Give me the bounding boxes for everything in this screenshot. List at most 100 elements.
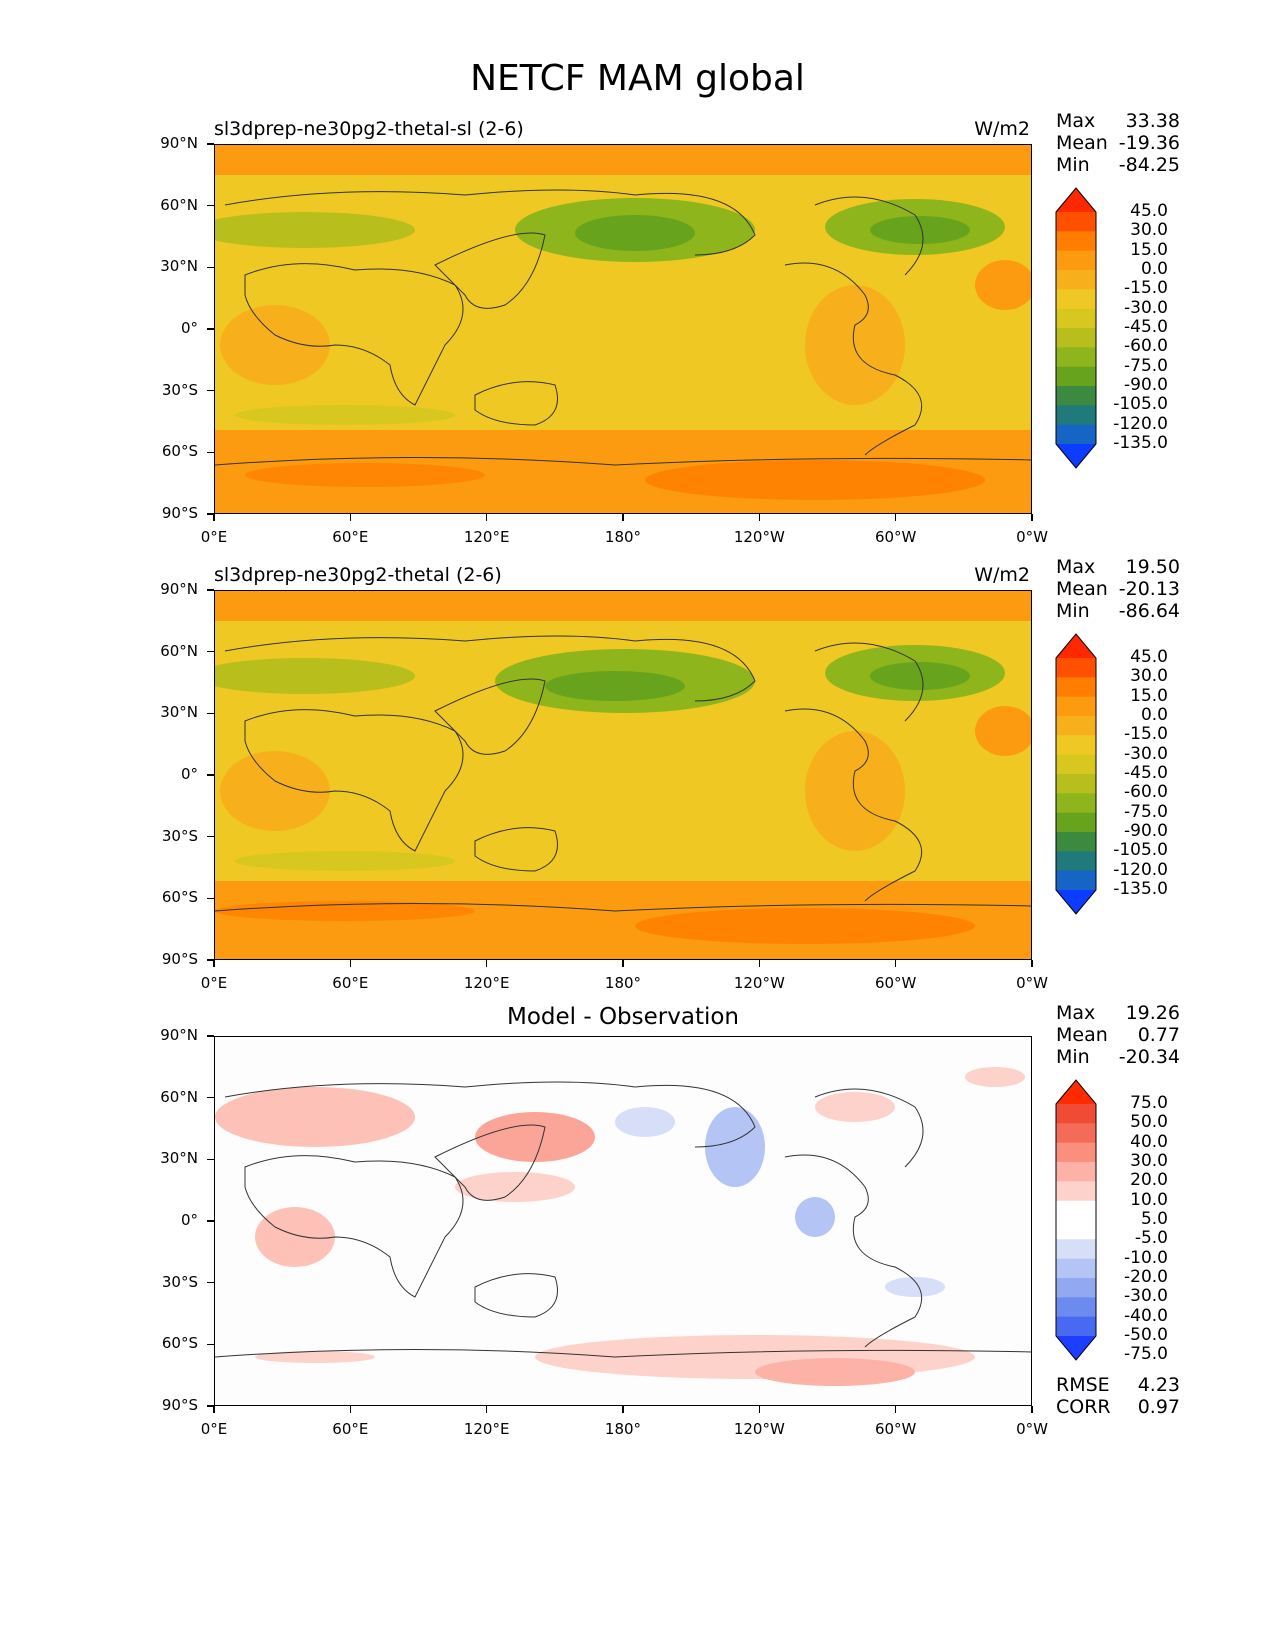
colorbar-tick-label: -90.0 bbox=[1124, 821, 1168, 841]
y-axis-tick bbox=[207, 451, 214, 454]
colorbar-segment bbox=[1056, 774, 1096, 794]
stat-label: Mean bbox=[1056, 132, 1108, 154]
stat-mean: Mean 0.77 bbox=[1056, 1024, 1180, 1046]
x-axis-tick bbox=[894, 1406, 897, 1413]
y-axis-label: 30°S bbox=[161, 1272, 198, 1291]
y-axis-label: 90°N bbox=[160, 134, 198, 152]
x-axis-label: 0°E bbox=[200, 528, 228, 546]
x-axis-tick bbox=[758, 960, 761, 967]
y-axis-label: 0° bbox=[180, 319, 198, 337]
y-axis-tick bbox=[207, 143, 214, 145]
figure-title: NETCF MAM global bbox=[470, 58, 805, 99]
colorbar-tick-label: -45.0 bbox=[1124, 317, 1168, 337]
colorbar-tick-label: -45.0 bbox=[1124, 763, 1168, 783]
y-axis-label: 0° bbox=[180, 1211, 198, 1229]
panel-model-minus-observation: Model - Observation 90°N 60°N 30°N 0° 30° bbox=[0, 1002, 1275, 1450]
colorbar-segment bbox=[1056, 1200, 1096, 1221]
colorbar-segment bbox=[1056, 1258, 1096, 1279]
map-plot bbox=[214, 590, 1032, 960]
colorbar-segment bbox=[1056, 696, 1096, 717]
y-axis-label: 30°S bbox=[161, 380, 198, 399]
score-value: 0.97 bbox=[1137, 1396, 1180, 1418]
colorbar-extend-min bbox=[1056, 890, 1096, 914]
colorbar bbox=[1055, 1079, 1097, 1361]
x-axis-tick bbox=[1031, 1406, 1033, 1413]
colorbar-extend-min bbox=[1056, 1336, 1096, 1360]
map-plot bbox=[214, 1036, 1032, 1406]
score-rmse: RMSE 4.23 bbox=[1056, 1374, 1180, 1396]
colorbar-segment bbox=[1056, 658, 1096, 678]
colorbar-tick-label: -75.0 bbox=[1124, 1344, 1168, 1365]
colorbar-segment bbox=[1056, 832, 1096, 852]
x-axis-tick bbox=[622, 1406, 624, 1413]
y-axis-label: 30°N bbox=[160, 1149, 198, 1168]
x-axis-label: 180° bbox=[604, 1420, 642, 1438]
y-axis-tick bbox=[207, 650, 214, 653]
score-label: RMSE bbox=[1056, 1374, 1110, 1396]
x-axis-label: 0°W bbox=[1016, 1420, 1048, 1438]
stat-value: -86.64 bbox=[1118, 600, 1180, 622]
colorbar-tick-label: -15.0 bbox=[1124, 724, 1168, 745]
colorbar-segment bbox=[1056, 1142, 1096, 1163]
panel-title: sl3dprep-ne30pg2-thetal (2-6) bbox=[214, 564, 502, 586]
colorbar-segment bbox=[1056, 424, 1096, 445]
colorbar-segment bbox=[1056, 1239, 1096, 1260]
colorbar-tick-label: 30.0 bbox=[1130, 666, 1168, 687]
x-axis-tick bbox=[349, 514, 352, 521]
y-axis-label: 60°N bbox=[160, 195, 198, 214]
colorbar-tick-label: -30.0 bbox=[1124, 1286, 1168, 1307]
colorbar-tick-label: -40.0 bbox=[1124, 1305, 1168, 1326]
colorbar bbox=[1055, 633, 1097, 915]
y-axis-tick bbox=[207, 328, 214, 330]
colorbar-segment bbox=[1056, 386, 1096, 406]
colorbar-tick-label: -135.0 bbox=[1113, 433, 1168, 453]
colorbar-segment bbox=[1056, 793, 1096, 814]
colorbar-segment bbox=[1056, 212, 1096, 232]
colorbar-segment bbox=[1056, 754, 1096, 775]
stats-block: Max 33.38 Mean -19.36 Min -84.25 bbox=[1056, 110, 1180, 176]
colorbar-segment bbox=[1056, 366, 1096, 387]
y-axis-label: 60°N bbox=[160, 1087, 198, 1106]
colorbar-extend-max bbox=[1056, 188, 1096, 212]
x-axis-label: 120°E bbox=[463, 528, 510, 546]
colorbar-extend-max bbox=[1056, 1080, 1096, 1104]
stat-max: Max 33.38 bbox=[1056, 110, 1180, 132]
colorbar-segment bbox=[1056, 1316, 1096, 1337]
y-axis-tick bbox=[207, 1096, 214, 1099]
difference-map bbox=[215, 1037, 1031, 1405]
colorbar-tick-label: -5.0 bbox=[1134, 1228, 1168, 1249]
y-axis-tick bbox=[207, 897, 214, 900]
contour-map bbox=[215, 591, 1031, 959]
y-axis-tick bbox=[207, 589, 214, 591]
colorbar-tick-label: -90.0 bbox=[1124, 375, 1168, 395]
y-axis-tick bbox=[207, 1158, 214, 1161]
x-axis-tick bbox=[485, 1406, 488, 1413]
x-axis-label: 60°E bbox=[332, 1420, 369, 1438]
x-axis-tick bbox=[213, 1406, 215, 1413]
stat-label: Mean bbox=[1056, 1024, 1108, 1046]
y-axis-label: 90°S bbox=[161, 950, 198, 968]
colorbar-segment bbox=[1056, 1162, 1096, 1182]
x-axis-tick bbox=[894, 960, 897, 967]
colorbar-segment bbox=[1056, 677, 1096, 698]
x-axis-tick bbox=[349, 960, 352, 967]
x-axis-tick bbox=[622, 960, 624, 967]
colorbar-tick-label: -120.0 bbox=[1113, 413, 1168, 434]
stat-value: 33.38 bbox=[1125, 110, 1180, 132]
x-axis-label: 180° bbox=[604, 974, 642, 992]
x-axis-tick bbox=[213, 514, 215, 521]
stat-label: Mean bbox=[1056, 578, 1108, 600]
colorbar-tick-label: 15.0 bbox=[1130, 685, 1168, 706]
x-axis-tick bbox=[1031, 960, 1033, 967]
colorbar-extend-max bbox=[1056, 634, 1096, 658]
colorbar-segment bbox=[1056, 289, 1096, 310]
colorbar-tick-label: -75.0 bbox=[1124, 801, 1168, 822]
colorbar-tick-label: 15.0 bbox=[1130, 239, 1168, 260]
colorbar-tick-label: -10.0 bbox=[1124, 1247, 1168, 1268]
stat-value: 19.50 bbox=[1125, 556, 1180, 578]
colorbar-tick-label: -105.0 bbox=[1113, 394, 1168, 415]
y-axis-tick bbox=[207, 513, 214, 515]
stat-label: Max bbox=[1056, 556, 1096, 578]
x-axis-label: 120°E bbox=[463, 1420, 510, 1438]
colorbar-tick-label: -75.0 bbox=[1124, 355, 1168, 376]
